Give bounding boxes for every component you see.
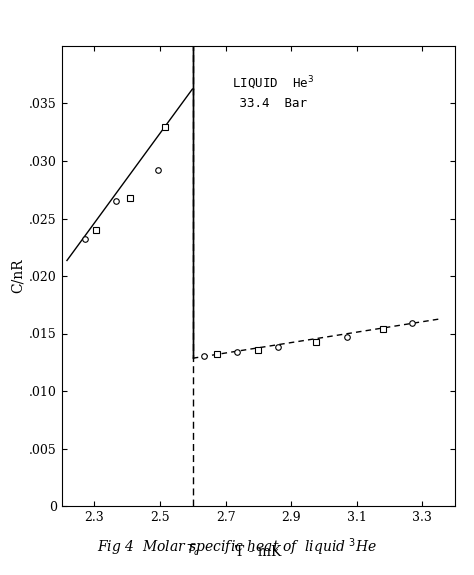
Text: Fig 4  Molar specific heat of  liquid $^3$He: Fig 4 Molar specific heat of liquid $^3$… (97, 536, 377, 558)
X-axis label: T - mK: T - mK (235, 545, 282, 559)
Text: LIQUID  He$^3$
 33.4  Bar: LIQUID He$^3$ 33.4 Bar (232, 75, 314, 110)
Y-axis label: C/nR: C/nR (11, 259, 25, 293)
Text: $T_c$: $T_c$ (186, 543, 200, 558)
